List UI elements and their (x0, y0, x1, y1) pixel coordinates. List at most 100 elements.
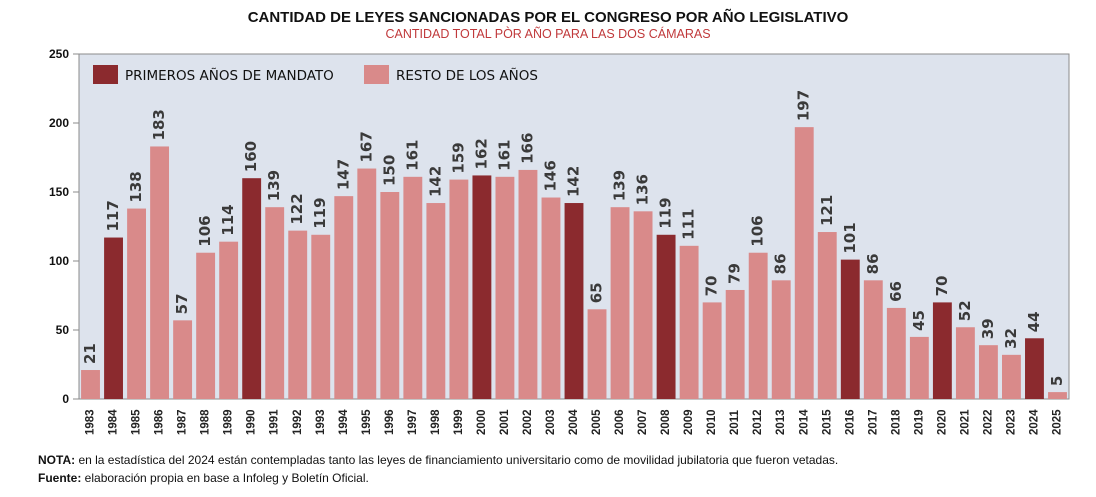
bar-2006 (610, 207, 630, 399)
y-tick-label: 0 (62, 392, 69, 406)
x-tick-label-2021: 2021 (959, 409, 971, 435)
bar-1983 (81, 370, 100, 399)
x-tick-label-2008: 2008 (660, 409, 672, 435)
legend-label-resto: RESTO DE LOS AÑOS (396, 67, 538, 84)
bar-1991 (265, 207, 285, 399)
value-label-1994: 147 (334, 159, 352, 190)
bar-2002 (518, 169, 538, 399)
value-label-2012: 106 (749, 215, 767, 246)
x-tick-label-1991: 1991 (269, 409, 281, 435)
value-label-1987: 57 (173, 293, 191, 314)
bar-1988 (196, 252, 216, 399)
value-label-2022: 39 (979, 318, 997, 339)
bar-2023 (1002, 354, 1021, 399)
note-text: en la estadística del 2024 están contemp… (75, 453, 839, 467)
bar-1984 (104, 237, 123, 399)
x-tick-label-1983: 1983 (85, 409, 97, 435)
bar-2020 (932, 302, 952, 399)
bar-2003 (541, 197, 561, 399)
x-tick-label-1985: 1985 (131, 409, 143, 435)
y-tick-label: 100 (49, 254, 69, 268)
x-tick-label-1995: 1995 (361, 409, 373, 435)
bar-2022 (978, 345, 998, 399)
bar-2001 (495, 176, 515, 399)
bar-1989 (219, 241, 239, 399)
value-label-2015: 121 (818, 195, 836, 226)
value-label-1986: 183 (150, 109, 168, 140)
bar-2015 (817, 232, 837, 399)
bar-2017 (863, 280, 883, 399)
bar-1997 (403, 176, 423, 399)
y-tick-label: 250 (49, 47, 69, 61)
x-tick-label-2002: 2002 (522, 409, 534, 435)
bar-2018 (886, 307, 906, 399)
bar-2019 (909, 336, 929, 399)
value-label-1985: 138 (127, 171, 145, 202)
bar-1992 (288, 230, 308, 399)
value-label-1993: 119 (311, 197, 329, 228)
x-tick-label-2016: 2016 (844, 409, 856, 435)
x-tick-label-1999: 1999 (453, 409, 465, 435)
chart-title: CANTIDAD DE LEYES SANCIONADAS POR EL CON… (247, 9, 849, 26)
value-label-1991: 139 (265, 170, 283, 201)
bar-2010 (702, 302, 722, 399)
x-tick-label-1987: 1987 (177, 409, 189, 435)
value-label-2010: 70 (703, 276, 721, 297)
value-label-2008: 119 (657, 197, 675, 228)
value-label-2017: 86 (864, 253, 882, 274)
value-label-2000: 162 (472, 138, 490, 169)
bar-1990 (242, 178, 262, 399)
bar-2013 (771, 280, 791, 399)
bar-chart: 0 50 100 150 200 250 21 117 138 183 57 106 114 160 13… (49, 47, 1070, 435)
bar-2008 (656, 234, 676, 399)
bar-2021 (955, 327, 975, 399)
x-tick-label-2005: 2005 (591, 409, 603, 435)
x-tick-label-1984: 1984 (108, 409, 120, 435)
bar-2025 (1048, 392, 1067, 399)
chart-subtitle: CANTIDAD TOTAL PÒR AÑO PARA LAS DOS CÁMA… (385, 27, 711, 41)
bar-2004 (564, 203, 584, 399)
value-label-1997: 161 (403, 140, 421, 171)
value-label-2020: 70 (933, 276, 951, 297)
bar-2012 (748, 252, 768, 399)
value-label-2007: 136 (634, 174, 652, 205)
x-tick-label-2015: 2015 (821, 409, 833, 435)
x-tick-label-1998: 1998 (430, 409, 442, 435)
value-label-1989: 114 (219, 204, 237, 235)
value-label-2003: 146 (541, 160, 559, 191)
x-tick-label-1990: 1990 (246, 409, 258, 435)
value-label-1984: 117 (104, 200, 122, 231)
value-label-1992: 122 (288, 193, 306, 224)
x-tick-label-2011: 2011 (729, 409, 741, 435)
value-label-2023: 32 (1002, 328, 1020, 349)
x-tick-label-1986: 1986 (154, 409, 166, 435)
value-label-2018: 66 (887, 281, 905, 302)
value-label-1998: 142 (426, 166, 444, 197)
x-tick-label-1989: 1989 (223, 409, 235, 435)
bar-1993 (311, 234, 331, 399)
bar-2009 (679, 245, 699, 399)
x-tick-label-2001: 2001 (499, 409, 511, 435)
x-tick-label-2012: 2012 (752, 409, 764, 435)
bar-1999 (449, 179, 469, 399)
value-label-1995: 167 (357, 131, 375, 162)
x-tick-label-2023: 2023 (1005, 409, 1017, 435)
value-label-2021: 52 (956, 300, 974, 321)
legend-swatch-resto (364, 65, 389, 84)
x-tick-label-2007: 2007 (637, 409, 649, 435)
value-label-2001: 161 (495, 140, 513, 171)
x-tick-label-1988: 1988 (200, 409, 212, 435)
bar-1998 (426, 203, 446, 399)
value-label-1988: 106 (196, 215, 214, 246)
x-tick-label-2019: 2019 (913, 409, 925, 435)
y-tick-label: 150 (49, 185, 69, 199)
value-label-2024: 44 (1025, 311, 1043, 332)
value-label-1999: 159 (449, 142, 467, 173)
value-label-2025: 5 (1048, 376, 1066, 386)
x-tick-label-1993: 1993 (315, 409, 327, 435)
bar-2007 (633, 211, 653, 399)
value-label-2019: 45 (910, 310, 928, 331)
bar-2024 (1025, 338, 1044, 399)
x-tick-label-2022: 2022 (982, 409, 994, 435)
note-line: NOTA: en la estadística del 2024 están c… (38, 453, 838, 467)
